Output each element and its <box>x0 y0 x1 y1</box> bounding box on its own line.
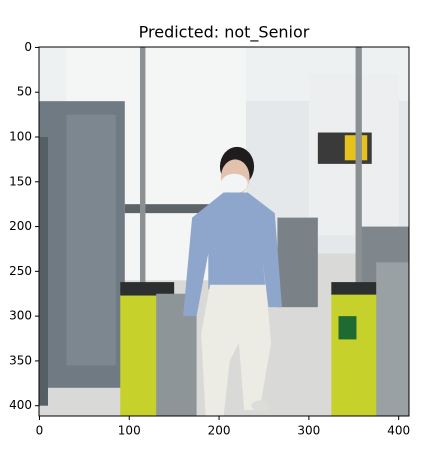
y-tick-label: 200 <box>9 219 32 233</box>
chart-title: Predicted: not_Senior <box>139 23 310 43</box>
y-tick-label: 150 <box>9 174 32 188</box>
x-tick-label: 0 <box>36 424 44 438</box>
y-tick-label: 300 <box>9 309 32 323</box>
photo <box>39 47 409 416</box>
axes-frame <box>38 46 410 417</box>
x-tick-label: 200 <box>208 424 231 438</box>
y-tick-label: 50 <box>17 85 32 99</box>
y-tick-label: 100 <box>9 130 32 144</box>
x-tick-label: 100 <box>118 424 141 438</box>
y-tick-label: 400 <box>9 398 32 412</box>
y-tick-label: 0 <box>24 40 32 54</box>
y-tick-label: 350 <box>9 353 32 367</box>
x-tick-label: 400 <box>387 424 410 438</box>
y-tick-label: 250 <box>9 264 32 278</box>
x-tick-label: 300 <box>297 424 320 438</box>
